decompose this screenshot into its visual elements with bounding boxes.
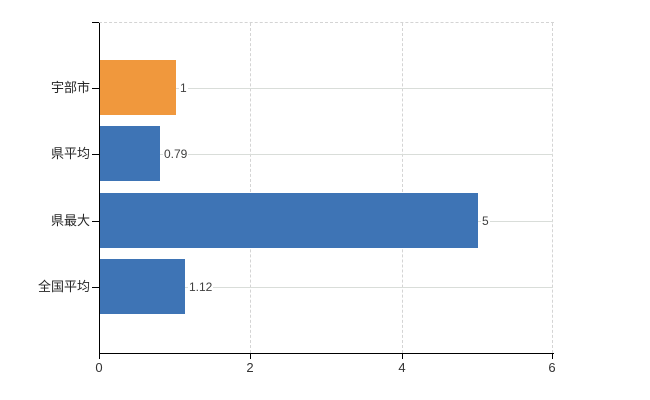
bar-value-label: 1	[179, 81, 188, 95]
y-axis-tick	[92, 287, 99, 288]
bar-value-label: 0.79	[163, 147, 189, 161]
y-axis-tick	[92, 88, 99, 89]
category-label: 宇部市	[50, 80, 90, 95]
plot-top-border	[99, 22, 554, 23]
category-label: 全国平均	[37, 279, 90, 294]
x-tick-label: 6	[548, 360, 556, 375]
category-label: 県最大	[50, 213, 90, 228]
y-axis-tick	[92, 154, 99, 155]
x-axis-tick	[402, 354, 403, 359]
bar	[100, 60, 176, 115]
category-label: 県平均	[50, 146, 90, 161]
x-axis-line	[99, 353, 554, 354]
bar	[100, 259, 185, 314]
bar-value-label: 1.12	[188, 280, 214, 294]
horizontal-gridline	[100, 88, 553, 89]
vertical-gridline	[402, 23, 403, 353]
bar	[100, 193, 478, 248]
vertical-gridline	[552, 23, 553, 353]
x-tick-label: 4	[398, 360, 406, 375]
bar-value-label: 5	[481, 214, 490, 228]
horizontal-gridline	[100, 154, 553, 155]
horizontal-gridline	[100, 287, 553, 288]
bar	[100, 126, 160, 181]
x-axis-tick	[99, 354, 100, 359]
y-axis-tick	[92, 221, 99, 222]
y-axis-line	[99, 22, 100, 354]
x-tick-label: 0	[95, 360, 103, 375]
x-tick-label: 2	[246, 360, 254, 375]
vertical-gridline	[250, 23, 251, 353]
x-axis-tick	[552, 354, 553, 359]
y-axis-tick	[92, 22, 99, 23]
x-axis-tick	[250, 354, 251, 359]
